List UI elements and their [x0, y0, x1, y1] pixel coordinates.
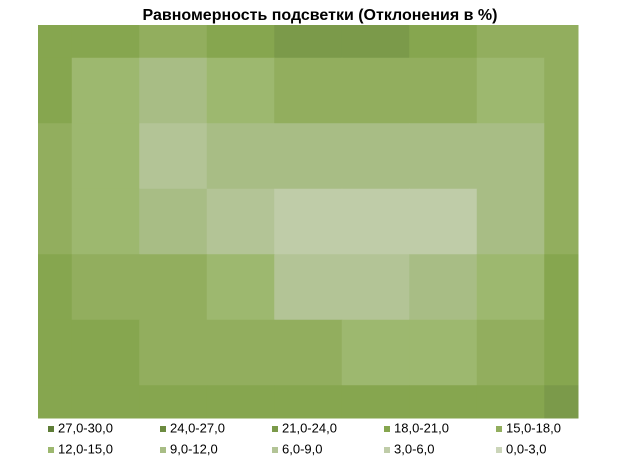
- legend-swatch: [160, 426, 166, 432]
- surface-cell: [409, 25, 478, 59]
- legend-label: 12,0-15,0: [58, 441, 113, 456]
- surface-cell: [409, 188, 478, 255]
- surface-cell: [38, 385, 73, 419]
- surface-cell: [71, 254, 140, 321]
- chart-title: Равномерность подсветки (Отклонения в %): [143, 7, 498, 24]
- surface-cell: [139, 57, 208, 124]
- surface-cell: [341, 57, 410, 124]
- plot-area: [38, 25, 579, 419]
- surface-cell: [544, 188, 579, 255]
- surface-cell: [544, 385, 579, 419]
- surface-cell: [206, 25, 275, 59]
- legend-swatch: [48, 426, 54, 432]
- legend-label: 3,0-6,0: [394, 441, 434, 456]
- legend-label: 15,0-18,0: [506, 420, 561, 435]
- surface-cell: [139, 123, 208, 190]
- surface-cell: [409, 254, 478, 321]
- legend-swatch: [496, 447, 502, 453]
- legend-swatch: [272, 426, 278, 432]
- surface-cell: [38, 254, 73, 321]
- surface-cell: [274, 385, 343, 419]
- surface-cell: [71, 385, 140, 419]
- surface-cell: [476, 57, 545, 124]
- legend-label: 9,0-12,0: [170, 441, 218, 456]
- surface-cell: [341, 25, 410, 59]
- surface-cell: [341, 254, 410, 321]
- surface-cell: [206, 385, 275, 419]
- surface-cell: [476, 25, 545, 59]
- surface-cell: [274, 123, 343, 190]
- surface-cell: [544, 57, 579, 124]
- surface-cell: [544, 25, 579, 59]
- surface-cell: [206, 254, 275, 321]
- surface-cell: [71, 25, 140, 59]
- surface-cell: [71, 188, 140, 255]
- surface-cell: [341, 188, 410, 255]
- surface-cell: [38, 319, 73, 386]
- surface-cell: [206, 57, 275, 124]
- legend-swatch: [160, 447, 166, 453]
- surface-cell: [206, 188, 275, 255]
- surface-cell: [409, 123, 478, 190]
- legend-label: 21,0-24,0: [282, 420, 337, 435]
- surface-cell: [274, 188, 343, 255]
- surface-cell: [71, 319, 140, 386]
- surface-cell: [409, 57, 478, 124]
- legend-swatch: [48, 447, 54, 453]
- legend-swatch: [272, 447, 278, 453]
- legend-label: 0,0-3,0: [506, 441, 546, 456]
- surface-cell: [38, 188, 73, 255]
- legend-swatch: [496, 426, 502, 432]
- surface-cell: [139, 385, 208, 419]
- surface-cell: [476, 385, 545, 419]
- legend-swatch: [384, 447, 390, 453]
- surface-cell: [476, 254, 545, 321]
- surface-cell: [476, 319, 545, 386]
- legend-swatch: [384, 426, 390, 432]
- surface-cell: [476, 123, 545, 190]
- legend-label: 27,0-30,0: [58, 420, 113, 435]
- surface-cell: [139, 319, 208, 386]
- legend-label: 24,0-27,0: [170, 420, 225, 435]
- surface-cell: [341, 319, 410, 386]
- surface-cell: [71, 123, 140, 190]
- surface-cell: [139, 254, 208, 321]
- surface-cell: [139, 188, 208, 255]
- surface-cell: [38, 57, 73, 124]
- surface-cell: [476, 188, 545, 255]
- legend-label: 6,0-9,0: [282, 441, 322, 456]
- surface-cell: [274, 57, 343, 124]
- surface-cell: [206, 123, 275, 190]
- legend: 27,0-30,0 24,0-27,0 21,0-24,0 18,0-21,0 15,0…: [48, 420, 561, 456]
- surface-cell: [274, 25, 343, 59]
- surface-cell: [544, 123, 579, 190]
- surface-cell: [409, 385, 478, 419]
- surface-cell: [139, 25, 208, 59]
- surface-cell: [206, 319, 275, 386]
- surface-cell: [71, 57, 140, 124]
- surface-cell: [38, 25, 73, 59]
- surface-cell: [38, 123, 73, 190]
- surface-cell: [274, 254, 343, 321]
- legend-label: 18,0-21,0: [394, 420, 449, 435]
- surface-cell: [544, 319, 579, 386]
- surface-cell: [274, 319, 343, 386]
- surface-cell: [544, 254, 579, 321]
- surface-cell: [341, 123, 410, 190]
- surface-cell: [341, 385, 410, 419]
- surface-cell: [409, 319, 478, 386]
